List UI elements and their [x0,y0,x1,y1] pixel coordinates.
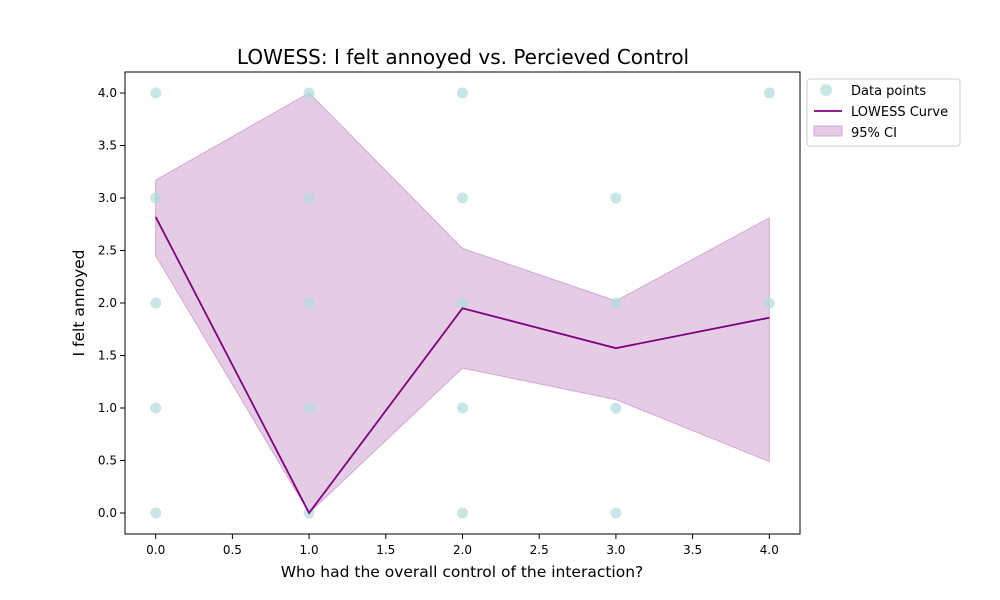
plot-area [150,87,775,519]
data-point-5 [303,87,315,99]
y-tick-label: 0.0 [98,506,117,520]
x-tick-label: 0.5 [223,543,242,557]
data-point-15 [610,192,622,204]
y-tick-label: 2.5 [98,244,117,258]
data-point-2 [150,297,162,309]
data-point-4 [150,507,162,519]
lowess-line [154,216,770,515]
y-tick-label: 3.5 [98,139,117,153]
legend: Data points LOWESS Curve 95% CI [806,78,961,147]
data-point-0 [150,87,162,99]
x-axis-label: Who had the overall control of the inter… [281,563,644,581]
data-point-14 [457,507,468,519]
legend-marker-data-points [820,84,832,96]
x-tick-label: 3.5 [683,543,702,557]
data-point-7 [303,297,315,309]
data-point-6 [303,192,315,204]
data-point-18 [610,507,622,519]
y-tick-label: 4.0 [98,86,117,100]
y-tick-label: 3.0 [98,191,117,205]
x-tick-label: 2.5 [530,543,549,557]
data-point-10 [457,87,468,99]
y-axis: 0.0 0.5 1.0 1.5 2.0 2.5 3.0 3.5 4.0 [98,86,125,520]
data-point-20 [763,297,775,309]
y-tick-label: 2.0 [98,296,117,310]
x-tick-label: 0.0 [146,543,165,557]
x-tick-label: 3.0 [606,543,625,557]
y-axis-label: I felt annoyed [70,250,88,357]
x-tick-label: 4.0 [760,543,779,557]
legend-marker-ci [813,125,843,137]
chart-title: LOWESS: I felt annoyed vs. Percieved Con… [237,45,689,69]
x-tick-label: 1.5 [376,543,395,557]
data-point-11 [457,192,468,204]
data-point-8 [303,402,315,414]
data-point-19 [763,87,775,99]
y-tick-label: 1.0 [98,401,117,415]
legend-label-lowess-curve: LOWESS Curve [851,105,948,120]
data-point-17 [610,402,622,414]
data-point-3 [150,402,162,414]
data-point-16 [610,297,622,309]
y-tick-label: 1.5 [98,349,117,363]
y-tick-label: 0.5 [98,454,117,468]
data-point-13 [457,402,468,414]
x-tick-label: 1.0 [300,543,319,557]
x-tick-label: 2.0 [453,543,472,557]
legend-label-data-points: Data points [851,84,926,99]
data-point-12 [457,297,468,309]
x-axis: 0.0 0.5 1.0 1.5 2.0 2.5 3.0 3.5 4.0 [146,534,779,557]
data-point-1 [150,192,162,204]
legend-label-ci: 95% CI [851,126,897,141]
legend-box [806,78,961,147]
